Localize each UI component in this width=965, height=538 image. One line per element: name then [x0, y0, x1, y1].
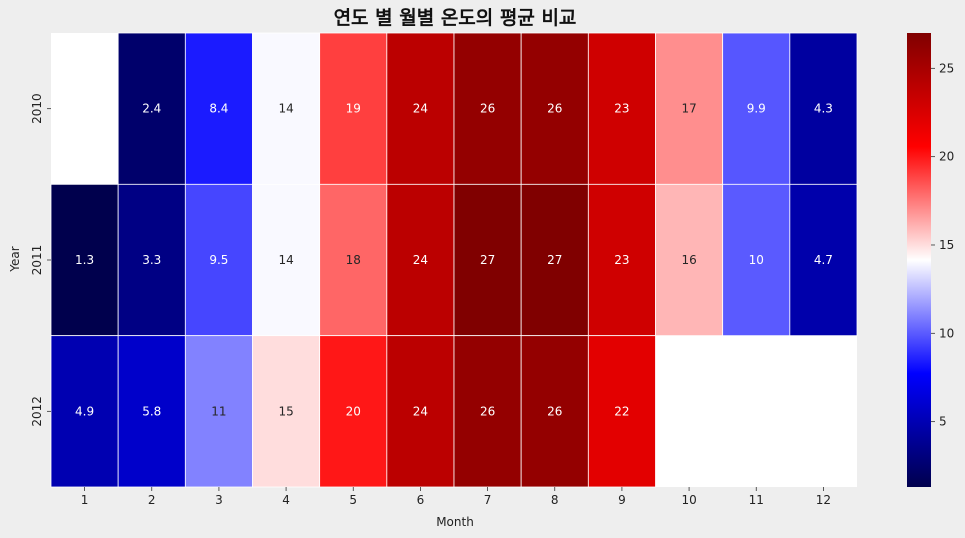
cell-value-2011-6: 24 — [413, 253, 428, 267]
heatmap-cell-2012-8 — [520, 335, 589, 488]
x-tick-label-2: 2 — [148, 493, 156, 507]
cell-value-2010-12: 4.3 — [814, 102, 833, 116]
heatmap-cell-2011-2 — [117, 183, 186, 337]
x-axis-label: Month — [436, 515, 474, 529]
heatmap-cell-2011-11 — [722, 183, 791, 337]
cell-value-2011-10: 16 — [681, 253, 696, 267]
heatmap-cell-2011-9 — [587, 183, 656, 337]
cell-value-2012-8: 26 — [547, 404, 562, 418]
heatmap-cell-2011-10 — [655, 183, 724, 337]
cell-value-2010-2: 2.4 — [142, 102, 161, 116]
heatmap-cell-2012-2 — [117, 335, 186, 488]
heatmap-cell-2012-6 — [386, 335, 455, 488]
heatmap-cell-2012-9 — [587, 335, 656, 488]
colorbar-tick-label-20: 20 — [939, 150, 954, 164]
y-axis-ticks: 2010 2011 2012 — [30, 93, 51, 427]
cell-value-2011-7: 27 — [480, 253, 495, 267]
x-tick-label-4: 4 — [282, 493, 290, 507]
heatmap-cell-2010-8 — [520, 32, 589, 185]
heatmap-cell-2011-12 — [789, 183, 858, 337]
cell-value-2011-1: 1.3 — [75, 253, 94, 267]
cell-value-2012-6: 24 — [413, 404, 428, 418]
x-tick-label-10: 10 — [681, 493, 696, 507]
cell-value-2010-7: 26 — [480, 102, 495, 116]
chart-title: 연도 별 월별 온도의 평균 비교 — [334, 7, 577, 29]
y-axis-label: Year — [8, 246, 22, 272]
colorbar-tick-label-25: 25 — [939, 61, 954, 75]
cell-value-2011-12: 4.7 — [814, 253, 833, 267]
heatmap-cell-2010-11 — [722, 32, 791, 185]
heatmap-cell-2010-4 — [252, 32, 321, 185]
heatmap-cell-2011-4 — [252, 183, 321, 337]
heatmap-cell-2011-6 — [386, 183, 455, 337]
cell-value-2010-6: 24 — [413, 102, 428, 116]
cell-value-2011-9: 23 — [614, 253, 629, 267]
cell-value-2010-10: 17 — [681, 102, 696, 116]
heatmap-cell-2010-9 — [587, 32, 656, 185]
cell-value-2011-8: 27 — [547, 253, 562, 267]
x-tick-label-7: 7 — [484, 493, 492, 507]
heatmap-cell-2012-3 — [184, 335, 253, 488]
cell-value-2012-4: 15 — [278, 404, 293, 418]
y-tick-label-2011: 2011 — [30, 245, 44, 276]
heatmap-cell-2010-10 — [655, 32, 724, 185]
x-axis-ticks: 1 2 3 4 5 6 7 8 9 10 11 12 — [81, 487, 831, 507]
heatmap-cell-2012-1 — [50, 335, 119, 488]
heatmap-cell-2010-5 — [319, 32, 388, 185]
x-tick-label-11: 11 — [749, 493, 764, 507]
colorbar-tick-label-15: 15 — [939, 238, 954, 252]
cell-value-2010-4: 14 — [278, 102, 293, 116]
heatmap-cell-2011-1 — [50, 183, 119, 337]
cell-value-2011-3: 9.5 — [209, 253, 228, 267]
cell-value-2012-1: 4.9 — [75, 404, 94, 418]
colorbar-gradient — [907, 33, 931, 487]
cell-value-2010-5: 19 — [346, 102, 361, 116]
x-tick-label-9: 9 — [618, 493, 626, 507]
cell-value-2012-9: 22 — [614, 404, 629, 418]
cell-value-2012-7: 26 — [480, 404, 495, 418]
heatmap-cell-2012-7 — [453, 335, 522, 488]
cell-value-2011-4: 14 — [278, 253, 293, 267]
colorbar-tick-label-10: 10 — [939, 326, 954, 340]
x-tick-label-12: 12 — [816, 493, 831, 507]
heatmap-cell-2011-5 — [319, 183, 388, 337]
cell-value-2012-3: 11 — [211, 404, 226, 418]
x-tick-label-6: 6 — [417, 493, 425, 507]
heatmap-cell-2011-8 — [520, 183, 589, 337]
heatmap-cells — [50, 32, 858, 488]
cell-value-2010-3: 8.4 — [209, 102, 228, 116]
heatmap-cell-2011-7 — [453, 183, 522, 337]
y-tick-label-2012: 2012 — [30, 396, 44, 427]
heatmap-cell-2010-3 — [184, 32, 253, 185]
colorbar: 5 10 15 20 25 — [907, 33, 954, 487]
x-tick-label-3: 3 — [215, 493, 223, 507]
x-tick-label-8: 8 — [551, 493, 559, 507]
colorbar-tick-label-5: 5 — [939, 415, 947, 429]
cell-value-labels: 2.4 8.4 14 19 24 26 26 23 17 9.9 4.3 1.3 3.3 9.5 14 18 2… — [75, 102, 833, 419]
cell-value-2012-5: 20 — [346, 404, 361, 418]
cell-value-2010-9: 23 — [614, 102, 629, 116]
heatmap-cell-2010-2 — [117, 32, 186, 185]
cell-value-2010-11: 9.9 — [747, 102, 766, 116]
cell-value-2011-2: 3.3 — [142, 253, 161, 267]
cell-value-2011-11: 10 — [749, 253, 764, 267]
x-tick-label-1: 1 — [81, 493, 89, 507]
cell-value-2010-8: 26 — [547, 102, 562, 116]
cell-value-2012-2: 5.8 — [142, 404, 161, 418]
x-tick-label-5: 5 — [349, 493, 357, 507]
heatmap-cell-2011-3 — [184, 183, 253, 337]
cell-value-2011-5: 18 — [346, 253, 361, 267]
y-tick-label-2010: 2010 — [30, 93, 44, 124]
